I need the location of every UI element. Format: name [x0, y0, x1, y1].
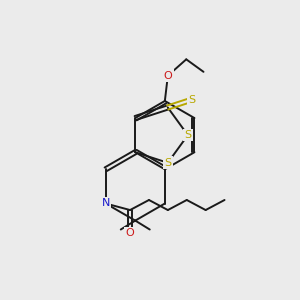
- Text: S: S: [184, 130, 191, 140]
- Text: O: O: [164, 71, 172, 81]
- Text: S: S: [164, 158, 171, 168]
- Text: N: N: [101, 199, 110, 208]
- Text: O: O: [126, 228, 134, 238]
- Text: S: S: [188, 95, 195, 105]
